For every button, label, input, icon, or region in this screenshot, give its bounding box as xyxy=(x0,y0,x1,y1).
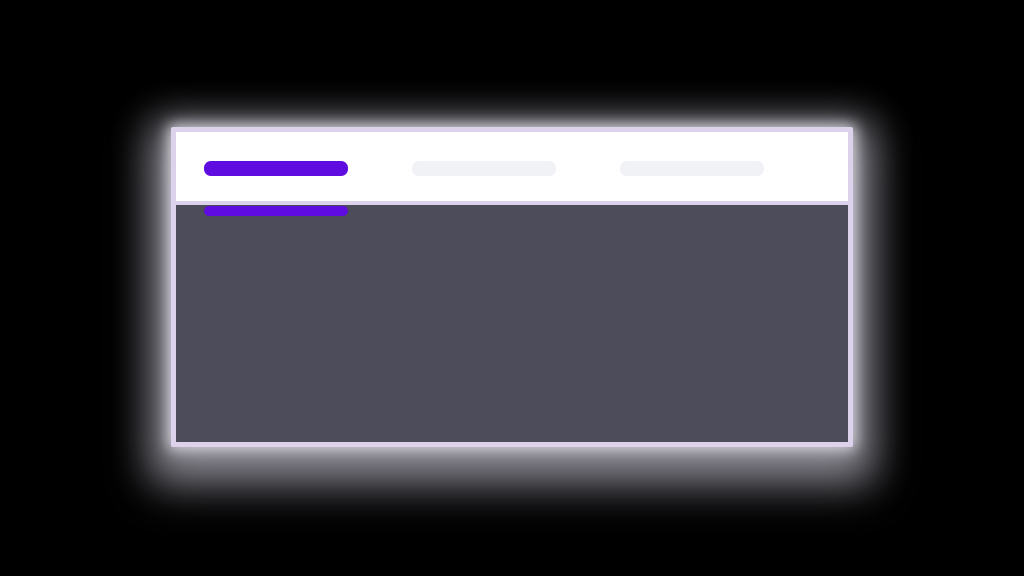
tab-placeholder-2[interactable] xyxy=(412,161,556,176)
content-panel xyxy=(176,205,848,442)
tab-bar xyxy=(176,132,848,216)
active-tab-indicator xyxy=(204,206,348,216)
tab-active-placeholder[interactable] xyxy=(204,161,348,176)
app-card xyxy=(171,127,853,447)
tab-placeholder-3[interactable] xyxy=(620,161,764,176)
